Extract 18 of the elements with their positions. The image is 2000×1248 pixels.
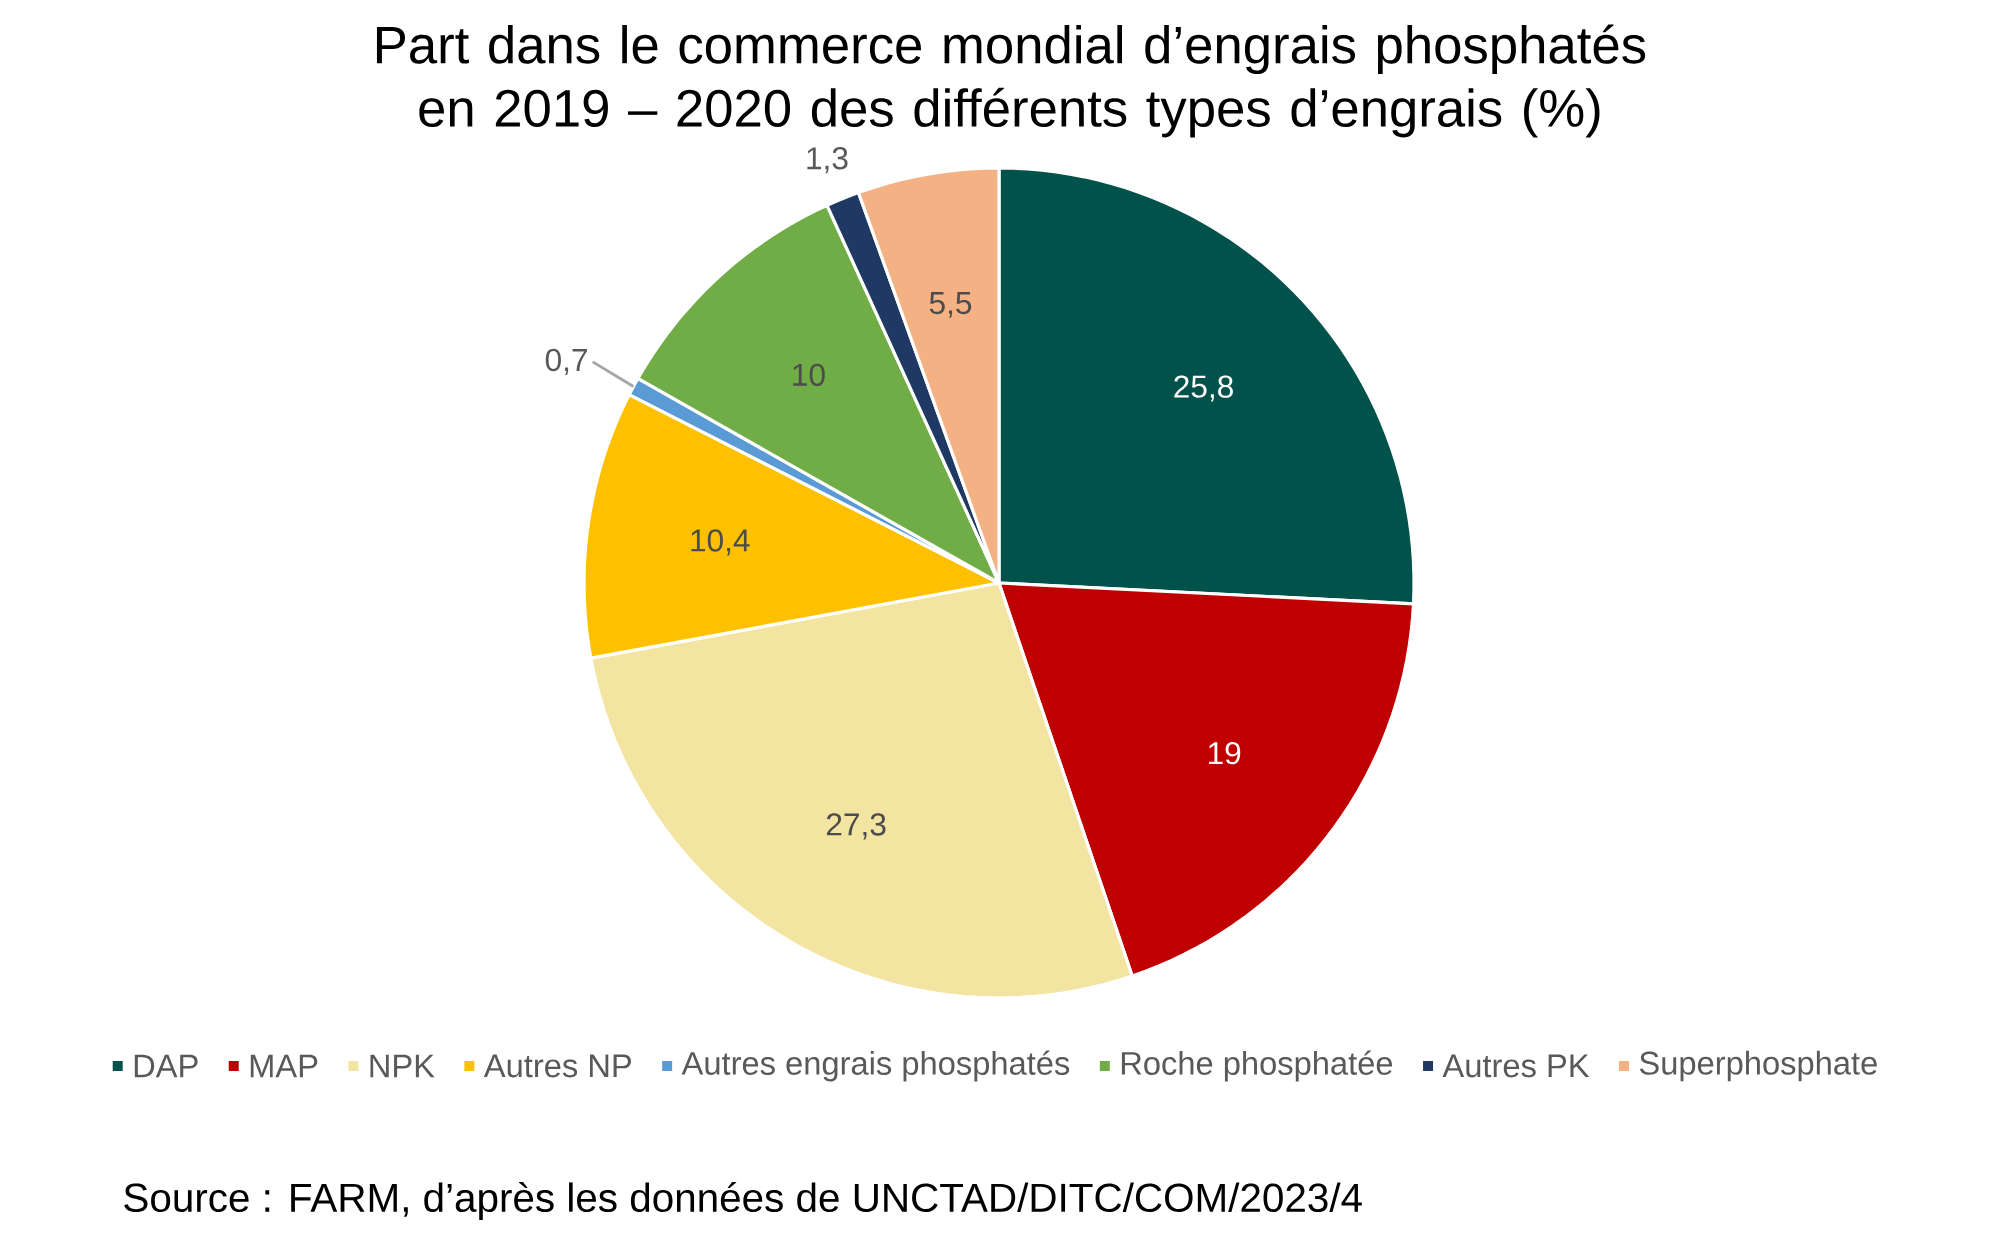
data-label: 27,3	[826, 813, 886, 840]
data-label: 5,5	[929, 292, 972, 318]
data-label: 10,4	[691, 529, 750, 556]
legend-label: DAP	[134, 1054, 198, 1078]
legend-label: MAP	[250, 1054, 318, 1078]
data-label: 1,3	[807, 147, 848, 174]
data-label: 0,7	[545, 348, 587, 375]
data-label: 10	[793, 363, 825, 387]
legend-label: Roche phosphatée	[1121, 1050, 1393, 1082]
chart-title: Part dans le commerce mondial d’engrais phosphatés en 2019 – 2020 des différents types d’engrais (%)	[376, 24, 1646, 138]
legend-label: Superphosphate	[1639, 1050, 1877, 1082]
source-note: Source : FARM, d’après les données de UNCTAD/DITC/COM/2023/4	[124, 1181, 1362, 1221]
legend-label: NPK	[370, 1054, 435, 1078]
data-label: 19	[1208, 741, 1241, 765]
legend-label: Autres NP	[483, 1054, 631, 1078]
legend-label: Autres PK	[1442, 1054, 1590, 1078]
legend-label: Autres engrais phosphatés	[681, 1050, 1070, 1082]
data-label: 25,8	[1174, 375, 1233, 402]
